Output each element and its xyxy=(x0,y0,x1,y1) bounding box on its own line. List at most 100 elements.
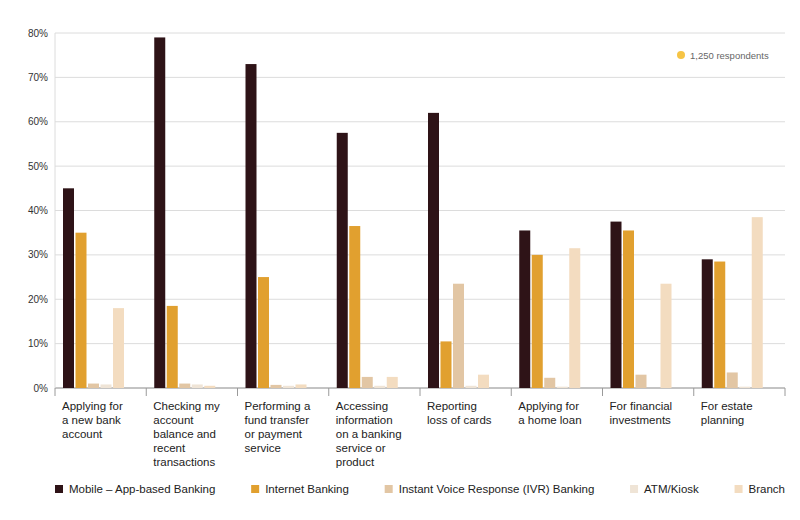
bar xyxy=(337,133,348,388)
legend-label: Mobile – App-based Banking xyxy=(69,483,215,495)
x-tick-label: Applying fora new bankaccount xyxy=(62,400,123,440)
category-divider xyxy=(602,388,603,396)
category-divider xyxy=(420,388,421,396)
bar xyxy=(258,277,269,388)
y-tick-label: 20% xyxy=(28,294,48,305)
bar xyxy=(154,37,165,388)
category-divider xyxy=(693,388,694,396)
y-tick-label: 30% xyxy=(28,249,48,260)
legend-swatch xyxy=(385,485,393,493)
x-tick-label-line: fund transfer xyxy=(245,414,310,426)
y-axis-line xyxy=(55,33,56,388)
bar xyxy=(374,386,385,388)
category-divider xyxy=(55,388,56,396)
x-tick-label: Applying for a home loan xyxy=(518,400,581,426)
bar xyxy=(557,387,568,388)
x-tick-label-line: on a banking xyxy=(336,428,402,440)
bar xyxy=(611,222,622,388)
bar xyxy=(623,230,634,388)
bar xyxy=(532,255,543,388)
x-tick-label-line: account xyxy=(153,414,194,426)
x-tick-label-line: Checking my xyxy=(153,400,220,412)
legend-label: ATM/Kiosk xyxy=(644,483,699,495)
y-tick-label: 10% xyxy=(28,338,48,349)
x-tick-label: Reporting loss of cards xyxy=(427,400,492,426)
bar xyxy=(362,377,373,388)
bar xyxy=(727,372,738,388)
x-tick-label: For financial investments xyxy=(610,400,673,426)
bar xyxy=(636,375,647,388)
x-tick-label-line: product xyxy=(336,456,375,468)
x-tick-label-line: investments xyxy=(610,414,672,426)
x-tick-label-line: service or xyxy=(336,442,386,454)
y-tick-label: 40% xyxy=(28,205,48,216)
category-divider xyxy=(328,388,329,396)
bar xyxy=(296,384,307,388)
y-tick-label: 60% xyxy=(28,116,48,127)
legend: Mobile – App-based Banking Internet Banki… xyxy=(55,483,785,495)
x-tick-label-line: Applying for xyxy=(62,400,123,412)
legend-label: Instant Voice Response (IVR) Banking xyxy=(399,483,595,495)
x-tick-label-line: information xyxy=(336,414,393,426)
x-tick-label-line: loss of cards xyxy=(427,414,492,426)
legend-swatch xyxy=(251,485,259,493)
x-tick-label-line: For financial xyxy=(610,400,673,412)
bar xyxy=(387,377,398,388)
bar xyxy=(246,64,257,388)
grid-line xyxy=(55,33,785,34)
bar xyxy=(271,385,282,388)
bar xyxy=(101,384,112,388)
category-divider xyxy=(511,388,512,396)
x-tick-label-line: balance and xyxy=(153,428,216,440)
bar xyxy=(167,306,178,388)
annotation: 1,250 respondents xyxy=(690,50,769,61)
x-tick-label-line: Accessing xyxy=(336,400,388,412)
bar xyxy=(428,113,439,388)
bar xyxy=(453,284,464,388)
bar xyxy=(283,386,294,388)
bar xyxy=(349,226,360,388)
bar xyxy=(466,386,477,388)
category-divider xyxy=(237,388,238,396)
bar xyxy=(179,384,190,388)
x-tick-label-line: service xyxy=(245,442,281,454)
x-tick-label: Checking my account balance and recent trans… xyxy=(153,400,220,468)
bar xyxy=(88,384,99,388)
x-tick-label-line: Performing a xyxy=(245,400,311,412)
x-tick-label-line: recent xyxy=(153,442,186,454)
bar xyxy=(113,308,124,388)
legend-swatch xyxy=(735,485,743,493)
bar xyxy=(661,284,672,388)
bar xyxy=(714,262,725,388)
legend-label: Branch xyxy=(749,483,785,495)
bar xyxy=(192,384,203,388)
x-tick-label-line: Applying for xyxy=(518,400,579,412)
x-tick-label-line: Reporting xyxy=(427,400,477,412)
bar xyxy=(739,387,750,388)
bar xyxy=(648,388,659,389)
bar xyxy=(63,188,74,388)
bar xyxy=(544,378,555,388)
bar xyxy=(204,386,215,388)
y-tick-label: 70% xyxy=(28,72,48,83)
legend-swatch xyxy=(55,485,63,493)
x-tick-label-line: transactions xyxy=(153,456,215,468)
x-tick-label-line: For estate xyxy=(701,400,753,412)
x-tick-label-line: or payment xyxy=(245,428,303,440)
bar xyxy=(569,248,580,388)
bar xyxy=(478,375,489,388)
bar xyxy=(702,259,713,388)
x-tick-label: Accessing information on a banking service … xyxy=(336,400,402,468)
x-tick-label: Performing a fund transfer or payment servi… xyxy=(245,400,311,454)
grid xyxy=(55,33,785,388)
bar xyxy=(76,233,87,388)
y-tick-label: 50% xyxy=(28,161,48,172)
legend-label: Internet Banking xyxy=(265,483,349,495)
x-tick-label-line: planning xyxy=(701,414,744,426)
legend-swatch xyxy=(630,485,638,493)
x-tick-label: For estate planning xyxy=(701,400,753,426)
bar xyxy=(519,230,530,388)
x-tick-label-line: a home loan xyxy=(518,414,581,426)
category-divider xyxy=(146,388,147,396)
bars xyxy=(63,37,763,388)
